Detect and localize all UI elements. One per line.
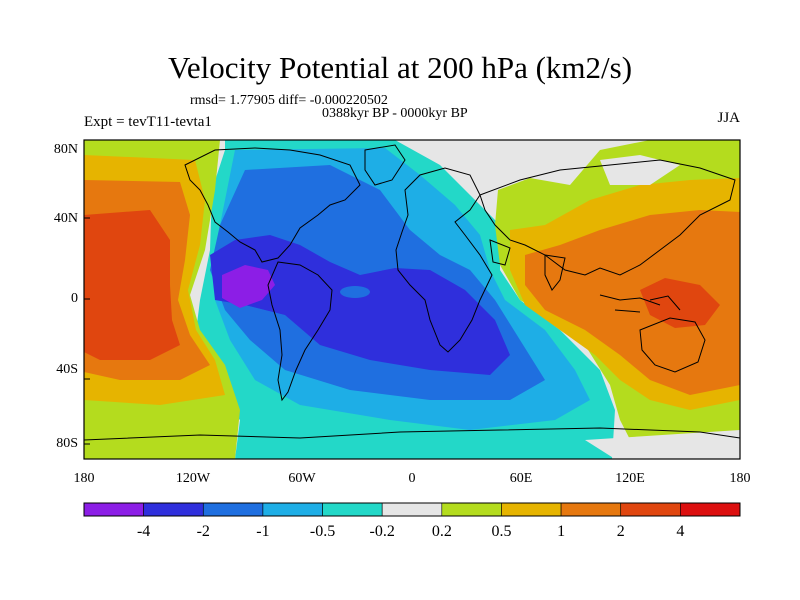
experiment-label: Expt = tevT11-tevta1 [84, 114, 212, 130]
coastlines [84, 144, 740, 441]
colorbar-box [560, 502, 622, 517]
colorbar-label: -0.2 [370, 523, 395, 540]
colorbar-label: 2 [617, 523, 625, 540]
colorbar-label: 4 [676, 523, 684, 540]
colorbar-label: 1 [557, 523, 565, 540]
colorbar-box [620, 502, 681, 517]
colorbar: -4 -2 -1 -0.5 -0.2 0.2 0.5 1 2 4 [83, 502, 741, 540]
lon-tick-60e: 60E [510, 471, 533, 486]
colorbar-box [441, 502, 502, 517]
lon-tick-0: 0 [409, 471, 416, 486]
lat-axis: 80N 40N 0 40S 80S [54, 139, 90, 451]
lat-tick-0: 0 [71, 291, 78, 306]
lon-tick-180w: 180 [74, 471, 95, 486]
contour-pos-w-2 [84, 210, 180, 360]
colorbar-label: -2 [197, 523, 210, 540]
colorbar-box [143, 502, 204, 517]
colorbar-label: -0.5 [310, 523, 335, 540]
colorbar-label: -1 [256, 523, 269, 540]
contour-field [84, 140, 740, 459]
contour-pos-e-2 [640, 278, 720, 328]
lon-tick-120e: 120E [615, 471, 645, 486]
colorbar-box [381, 502, 443, 517]
colorbar-box [83, 502, 144, 517]
colorbar-label: 0.5 [491, 523, 511, 540]
lon-tick-180e: 180 [730, 471, 751, 486]
lon-axis: 180 120W 60W 0 60E 120E 180 [74, 471, 751, 486]
contour-neg-2 [210, 235, 510, 375]
lat-tick-80n: 80N [54, 142, 78, 157]
period-line: 0388kyr BP - 0000kyr BP [322, 106, 468, 121]
contour-pos-e-1 [525, 210, 740, 395]
season-label: JJA [717, 110, 740, 126]
colorbar-box [262, 502, 323, 517]
lat-tick-80s: 80S [56, 436, 78, 451]
lat-tick-40s: 40S [56, 362, 78, 377]
lat-tick-40n: 40N [54, 211, 78, 226]
colorbar-box [680, 502, 741, 517]
colorbar-box [322, 502, 383, 517]
lon-tick-120w: 120W [176, 471, 211, 486]
colorbar-box [202, 502, 264, 517]
colorbar-label: -4 [137, 523, 150, 540]
plot-title: Velocity Potential at 200 hPa (km2/s) [167, 50, 633, 85]
colorbar-box [501, 502, 562, 517]
lon-tick-60w: 60W [288, 471, 316, 486]
stats-line: rmsd= 1.77905 diff= -0.000220502 [190, 93, 388, 108]
contour-neg-4 [222, 265, 275, 308]
colorbar-label: 0.2 [432, 523, 452, 540]
